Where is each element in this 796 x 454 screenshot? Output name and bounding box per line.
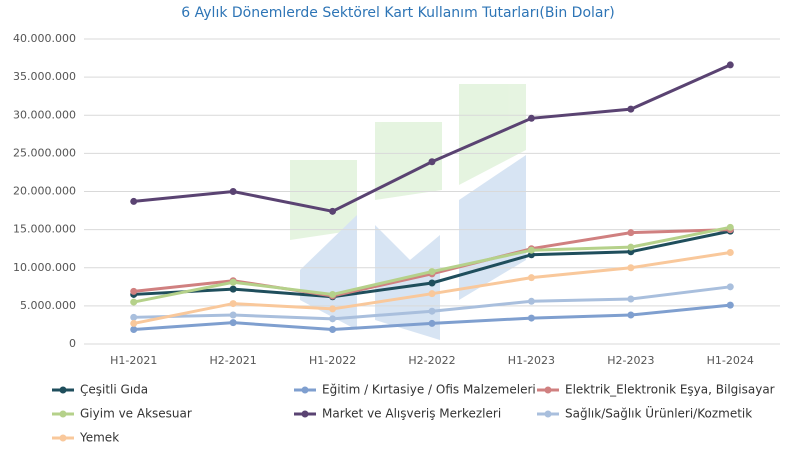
point xyxy=(627,229,635,237)
y-tick-label: 25.000.000 xyxy=(13,146,76,159)
point xyxy=(627,105,635,113)
legend-marker xyxy=(59,386,67,394)
y-tick-label: 35.000.000 xyxy=(13,70,76,83)
x-tick-label: H2-2022 xyxy=(408,354,455,367)
point xyxy=(130,319,138,327)
y-tick-label: 40.000.000 xyxy=(13,32,76,45)
point xyxy=(428,307,436,315)
point xyxy=(428,319,436,327)
point xyxy=(229,300,237,308)
point xyxy=(726,61,734,69)
point xyxy=(527,314,535,322)
point xyxy=(726,283,734,291)
legend-marker xyxy=(59,410,67,418)
y-tick-label: 15.000.000 xyxy=(13,223,76,236)
point xyxy=(428,290,436,298)
chart-title: 6 Aylık Dönemlerde Sektörel Kart Kullanı… xyxy=(181,5,614,21)
point xyxy=(329,326,337,334)
point xyxy=(527,274,535,282)
point xyxy=(627,295,635,303)
point xyxy=(130,197,138,205)
point xyxy=(428,279,436,287)
legend-marker xyxy=(544,386,552,394)
x-tick-label: H1-2023 xyxy=(508,354,555,367)
legend-marker xyxy=(301,410,309,418)
legend-label: Eğitim / Kırtasiye / Ofis Malzemeleri xyxy=(322,383,536,397)
point xyxy=(130,326,138,334)
legend-label: Çeşitli Gıda xyxy=(80,383,148,397)
point xyxy=(527,114,535,122)
point xyxy=(627,311,635,319)
x-tick-label: H1-2024 xyxy=(707,354,754,367)
legend-label: Elektrik_Elektronik Eşya, Bilgisayar xyxy=(565,383,775,397)
legend-label: Yemek xyxy=(79,431,119,445)
point xyxy=(726,301,734,309)
point xyxy=(130,313,138,321)
legend-label: Market ve Alışveriş Merkezleri xyxy=(322,407,501,421)
legend-marker xyxy=(544,410,552,418)
point xyxy=(329,305,337,313)
point xyxy=(130,287,138,295)
point xyxy=(627,264,635,272)
point xyxy=(229,278,237,286)
x-tick-label: H2-2023 xyxy=(607,354,654,367)
point xyxy=(428,158,436,166)
point xyxy=(627,243,635,251)
x-tick-label: H1-2021 xyxy=(110,354,157,367)
point xyxy=(229,188,237,195)
point xyxy=(229,311,237,319)
y-tick-label: 0 xyxy=(69,337,76,350)
point xyxy=(726,249,734,256)
point xyxy=(329,207,337,215)
point xyxy=(527,297,535,305)
x-tick-label: H2-2021 xyxy=(210,354,257,367)
point xyxy=(329,290,337,298)
point xyxy=(726,223,734,231)
point xyxy=(527,246,535,254)
point xyxy=(229,319,237,327)
legend-marker xyxy=(301,386,309,394)
legend-label: Sağlık/Sağlık Ürünleri/Kozmetik xyxy=(565,405,752,421)
point xyxy=(329,315,337,323)
legend-marker xyxy=(59,434,67,442)
y-tick-label: 20.000.000 xyxy=(13,185,76,198)
legend-label: Giyim ve Aksesuar xyxy=(80,407,192,421)
y-tick-label: 10.000.000 xyxy=(13,261,76,274)
point xyxy=(229,285,237,293)
y-tick-label: 30.000.000 xyxy=(13,108,76,121)
y-tick-label: 5.000.000 xyxy=(20,299,76,312)
point xyxy=(130,298,138,306)
x-tick-label: H1-2022 xyxy=(309,354,356,367)
point xyxy=(428,268,436,276)
watermark xyxy=(290,84,526,340)
